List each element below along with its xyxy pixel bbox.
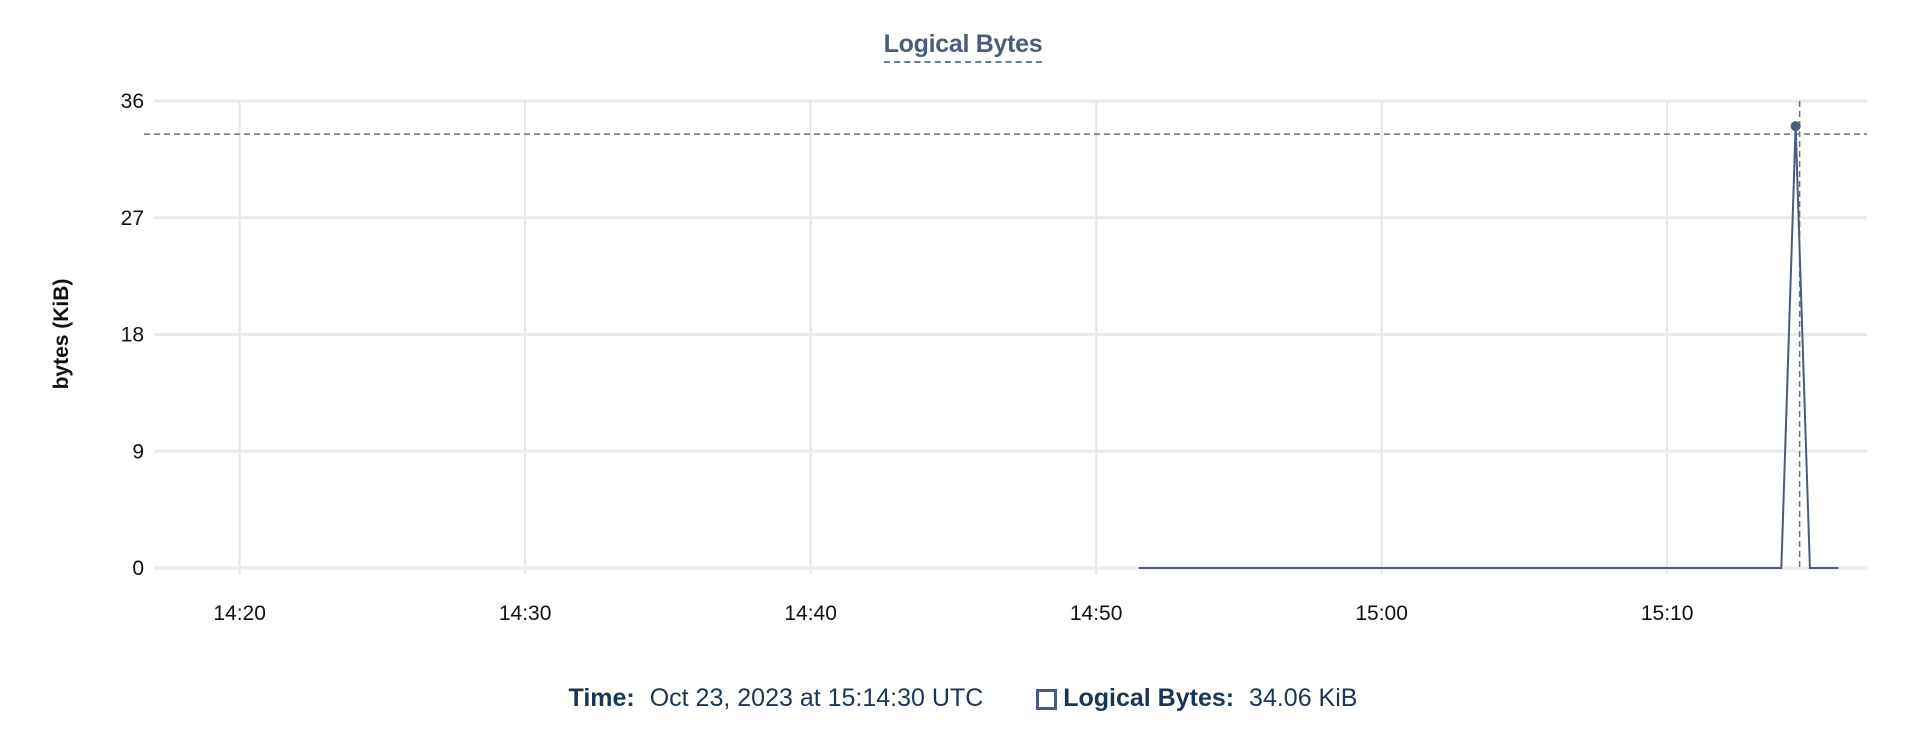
x-tick-label: 15:00 — [1355, 602, 1408, 625]
x-tick-label: 15:10 — [1641, 602, 1694, 625]
y-tick-label: 18 — [121, 324, 144, 347]
x-tick-label: 14:20 — [213, 602, 266, 625]
x-tick-label: 14:30 — [499, 602, 552, 625]
y-tick-label: 9 — [132, 440, 144, 463]
y-tick-label: 36 — [121, 90, 144, 113]
series-label: Logical Bytes: — [1063, 684, 1235, 712]
hover-legend: Time: Oct 23, 2023 at 15:14:30 UTC Logic… — [0, 684, 1926, 713]
x-tick-label: 14:40 — [784, 602, 837, 625]
series-value: 34.06 KiB — [1249, 684, 1358, 712]
chart-plot[interactable]: 14:20 14:30 14:40 14:50 15:00 15:10 0 9 18 27 36 — [0, 0, 1926, 660]
time-label: Time: — [568, 684, 635, 712]
time-value: Oct 23, 2023 at 15:14:30 UTC — [649, 684, 984, 712]
x-tick-label: 14:50 — [1070, 602, 1123, 625]
y-tick-label: 27 — [121, 207, 144, 230]
y-tick-label: 0 — [132, 557, 144, 580]
chart-title[interactable]: Logical Bytes — [883, 30, 1043, 63]
series-swatch-icon[interactable] — [1036, 689, 1058, 710]
chart-title-wrap: Logical Bytes — [0, 30, 1926, 63]
hover-point — [1790, 121, 1801, 132]
series-line — [1138, 126, 1839, 569]
